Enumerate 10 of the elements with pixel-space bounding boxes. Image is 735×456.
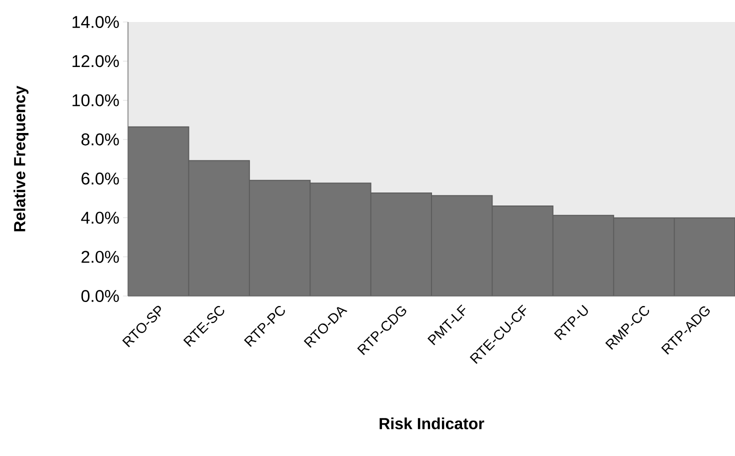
y-tick-label: 8.0% [81, 133, 119, 146]
x-axis-title: Risk Indicator [380, 418, 484, 430]
y-axis-title: Relative Frequency [14, 86, 28, 232]
y-tick-label: 6.0% [82, 172, 119, 185]
y-tick-label: 2.0% [82, 250, 119, 263]
y-tick-label: 4.0% [81, 212, 119, 224]
y-tick-label: 12.0% [72, 55, 119, 68]
y-tick-label: 0.0% [81, 290, 119, 302]
y-tick-label: 14.0% [72, 16, 119, 28]
y-tick-label: 10.0% [72, 94, 119, 106]
